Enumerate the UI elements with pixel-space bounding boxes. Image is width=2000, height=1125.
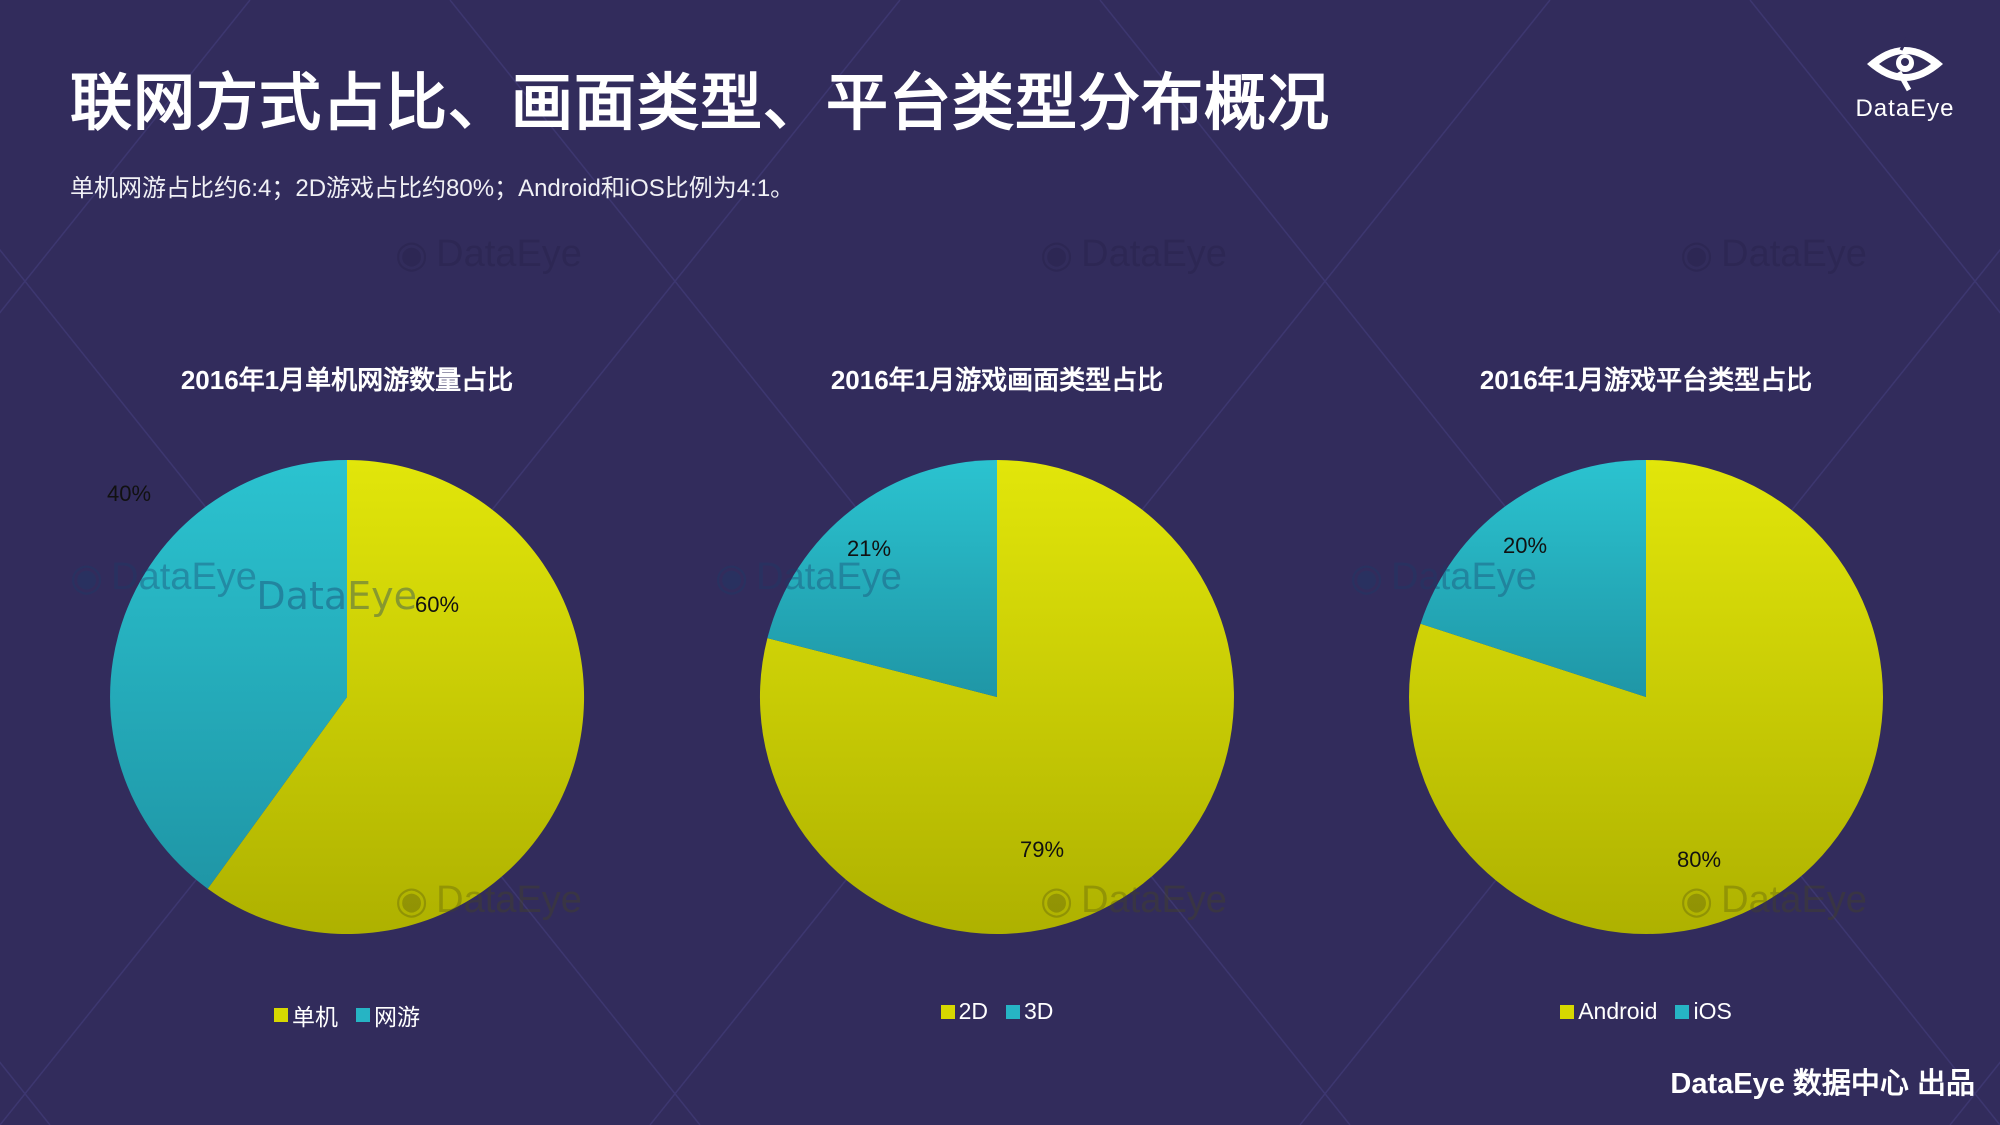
pie-chart-platform-type: 2016年1月游戏平台类型占比 20% 80% Android iOS — [1321, 355, 1971, 1035]
eye-watermark-icon: ◉ — [70, 557, 104, 599]
eye-watermark-icon: ◉ — [715, 557, 749, 599]
yellow-swatch-icon — [274, 1008, 288, 1022]
slice-label: 21% — [847, 536, 891, 561]
slice-label: 60% — [415, 592, 459, 617]
watermark: ◉ DataEye — [395, 233, 582, 276]
logo-text: DataEye — [1855, 95, 1955, 122]
page-title: 联网方式占比、画面类型、平台类型分布概况 — [70, 69, 1331, 138]
chart-title: 2016年1月单机网游数量占比 — [180, 365, 514, 395]
watermark: ◉ DataEye — [715, 556, 902, 599]
yellow-swatch-icon — [1560, 1004, 1575, 1019]
legend-item-2d: 2D — [940, 998, 988, 1025]
eye-watermark-icon: ◉ — [395, 234, 429, 276]
pie-slice-android — [1409, 460, 1884, 934]
pie-slice-2d — [759, 460, 1234, 934]
chart-legend: 2D 3D — [672, 998, 1322, 1025]
pie-slice-3d — [767, 460, 997, 697]
watermark: ◉ DataEye — [1680, 879, 1867, 922]
eye-watermark-icon: ◉ — [395, 880, 429, 922]
pie-chart-graphics-type: 2016年1月游戏画面类型占比 21% 79% 2D 3D — [672, 355, 1322, 1035]
chart-title: 2016年1月游戏平台类型占比 — [1479, 365, 1813, 395]
eye-logo-icon — [1867, 37, 1943, 92]
pie-graphic: DataEye 60% 40% — [107, 460, 585, 934]
watermark: ◉ DataEye — [1350, 556, 1537, 599]
footer-credit: DataEye 数据中心 出品 — [1670, 1068, 1975, 1100]
pie-chart-online-offline: 2016年1月单机网游数量占比 DataEye 60% 40% 单机 网游 — [22, 355, 672, 1035]
dataeye-logo: DataEye — [1845, 36, 1965, 123]
eye-watermark-icon: ◉ — [1040, 234, 1074, 276]
chart-legend: 单机 网游 — [22, 998, 672, 1032]
legend-item-android: Android — [1560, 998, 1657, 1025]
page-subtitle: 单机网游占比约6:4；2D游戏占比约80%；Android和iOS比例为4:1。 — [70, 175, 795, 202]
watermark: ◉ DataEye — [1040, 233, 1227, 276]
legend-item-online: 网游 — [356, 998, 420, 1032]
eye-watermark-icon: ◉ — [1040, 880, 1074, 922]
pie-graphic: 21% 79% — [759, 460, 1234, 934]
legend-item-ios: iOS — [1675, 998, 1732, 1025]
cyan-swatch-icon — [356, 1008, 370, 1022]
pie-graphic: 20% 80% — [1409, 460, 1884, 934]
eye-watermark-icon: ◉ — [1680, 234, 1714, 276]
legend-item-3d: 3D — [1006, 998, 1053, 1025]
pie-slice-offline — [207, 460, 585, 934]
slice-label: 80% — [1677, 847, 1721, 872]
cyan-swatch-icon — [1006, 1004, 1020, 1019]
slice-label: 79% — [1020, 837, 1064, 862]
watermark: ◉ DataEye — [70, 556, 257, 599]
legend-item-offline: 单机 — [274, 998, 338, 1032]
pie-slice-online — [110, 460, 348, 889]
cyan-swatch-icon — [1675, 1004, 1690, 1019]
watermark: ◉ DataEye — [1040, 879, 1227, 922]
slice-label: 20% — [1503, 533, 1547, 558]
yellow-swatch-icon — [940, 1004, 955, 1019]
slice-label: 40% — [107, 481, 151, 506]
svg-text:DataEye: DataEye — [256, 574, 417, 618]
chart-legend: Android iOS — [1321, 998, 1971, 1025]
eye-watermark-icon: ◉ — [1680, 880, 1714, 922]
chart-title: 2016年1月游戏画面类型占比 — [830, 365, 1164, 395]
pie-slice-ios — [1420, 460, 1646, 697]
eye-watermark-icon: ◉ — [1350, 557, 1384, 599]
watermark: ◉ DataEye — [395, 879, 582, 922]
watermark: ◉ DataEye — [1680, 233, 1867, 276]
